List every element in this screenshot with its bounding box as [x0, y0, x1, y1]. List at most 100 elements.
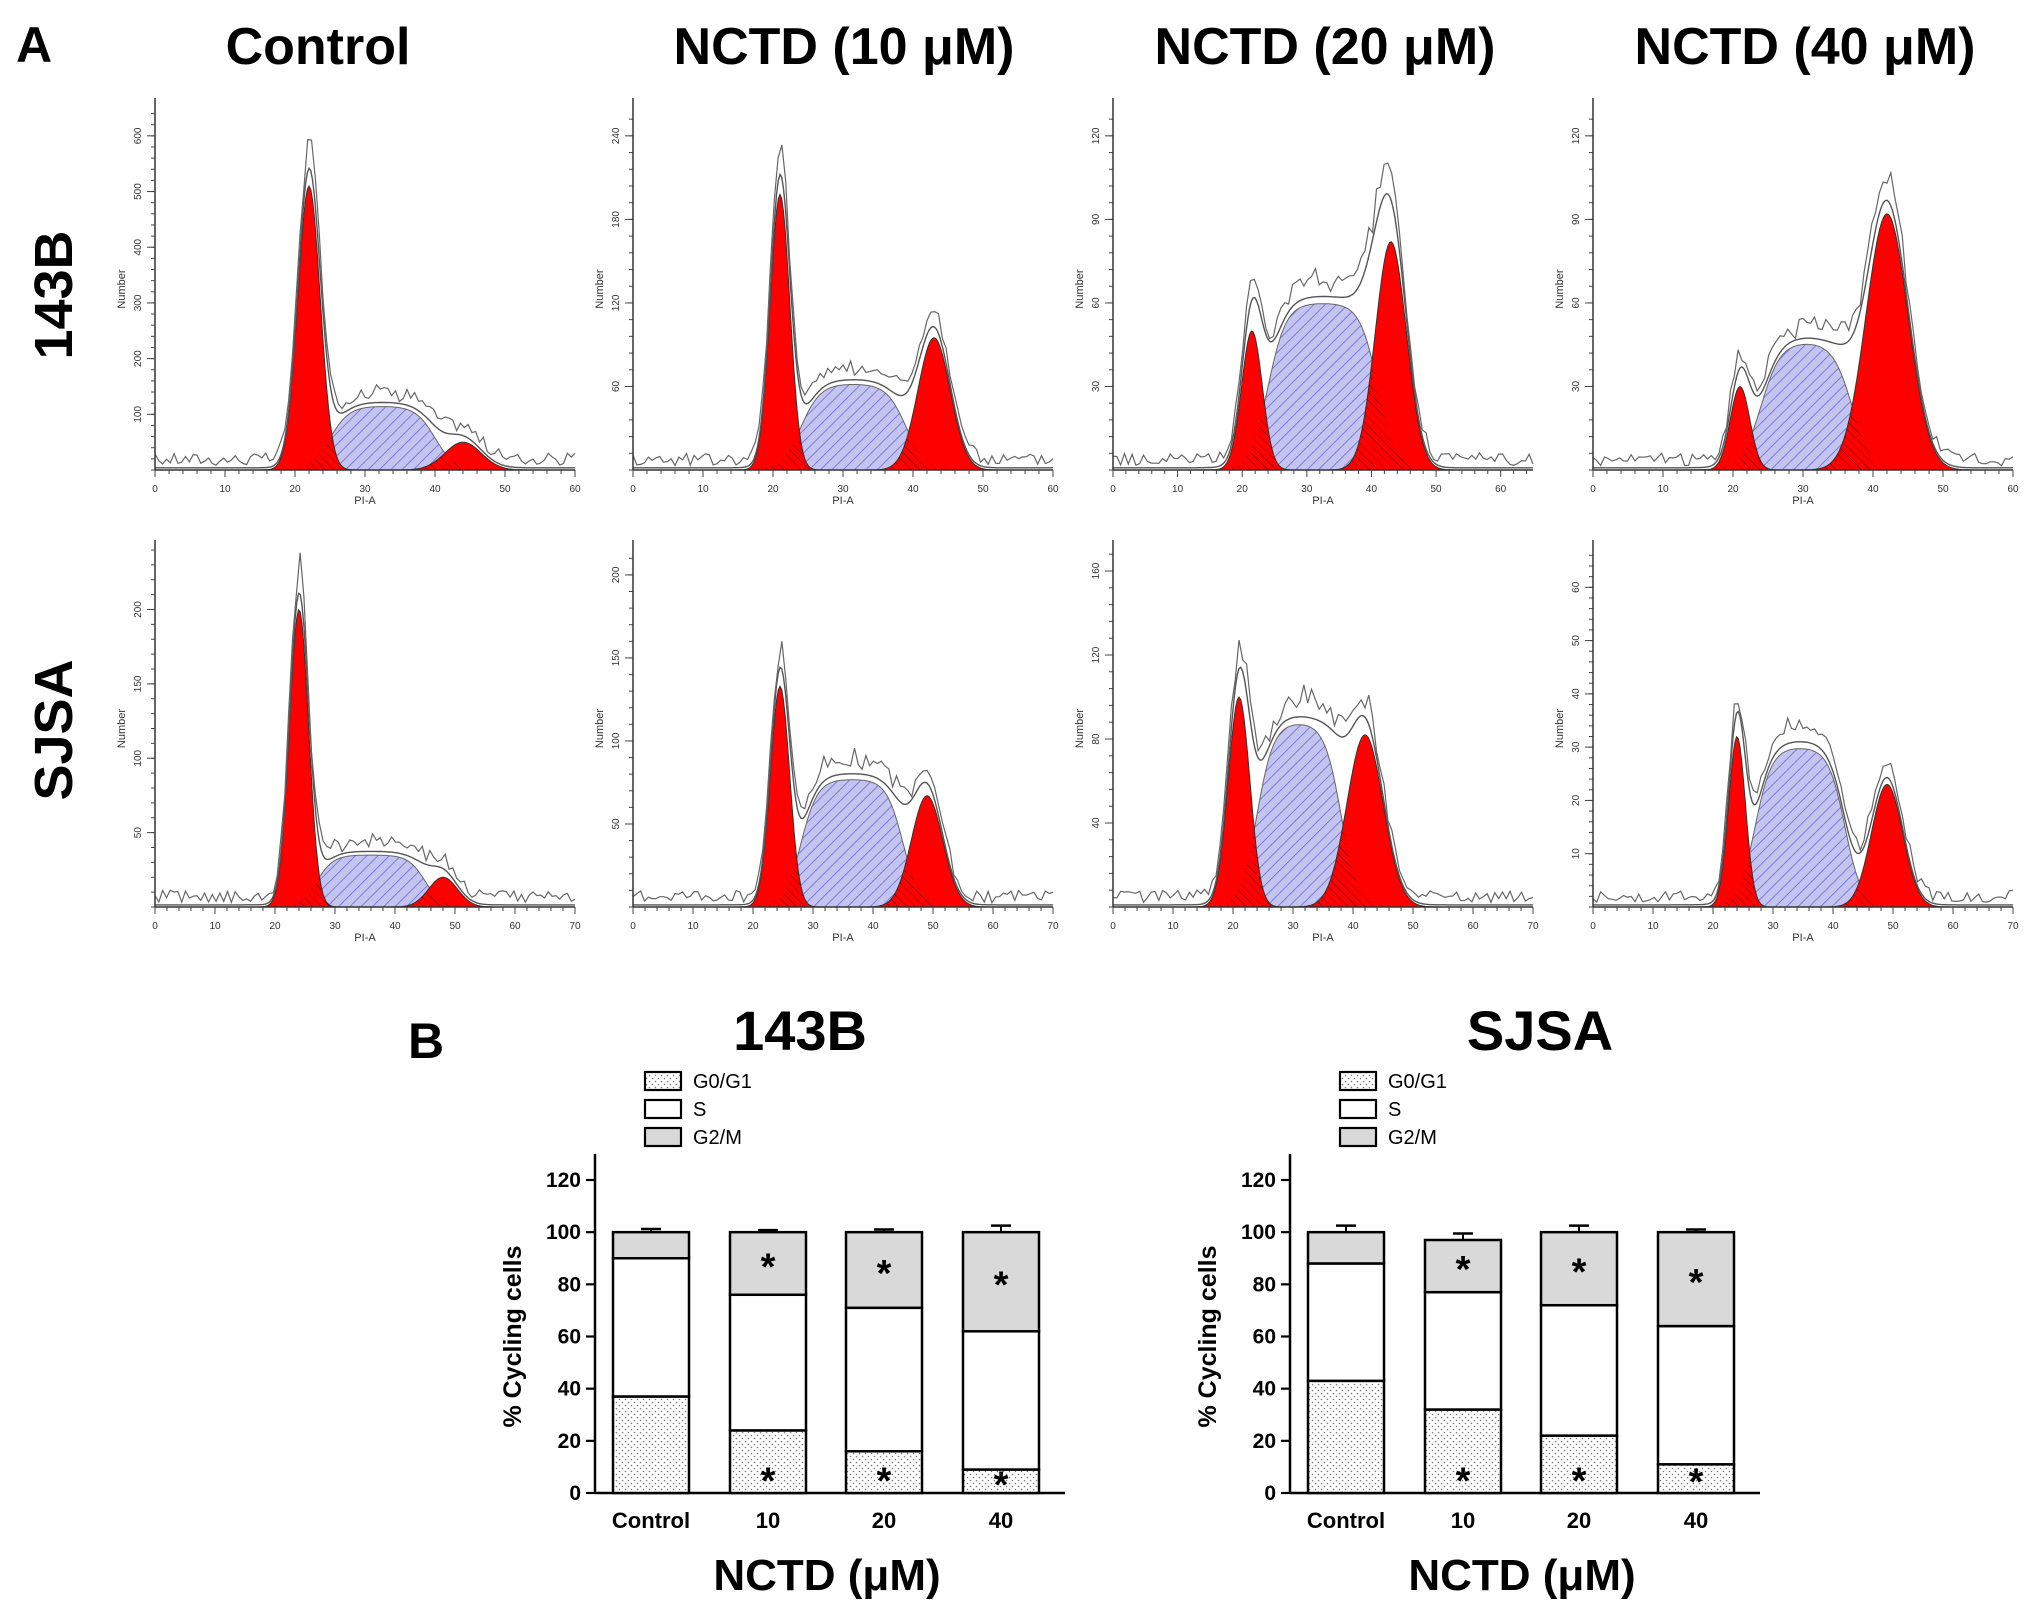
significance-star-g0g1: * [1456, 1460, 1471, 1502]
x-axis-label: PI-A [1792, 932, 1814, 944]
bar-segment-s [1656, 1324, 1736, 1466]
x-tick-label: 50 [1937, 484, 1949, 495]
bar-segment-g0g1 [611, 1395, 691, 1495]
x-tick-label: 20 [1567, 1508, 1591, 1533]
fit-trace [155, 166, 575, 469]
x-tick-label: 40 [429, 484, 441, 495]
fit-trace [1113, 666, 1533, 906]
bar-segment-s [844, 1306, 924, 1453]
bar-segment-s [611, 1257, 691, 1398]
s-phase-area [1113, 303, 1533, 471]
legend-label: G2/M [693, 1127, 742, 1149]
x-tick-label: 40 [389, 921, 401, 932]
x-tick-label: 30 [1301, 484, 1313, 495]
x-tick-label: 50 [449, 921, 461, 932]
x-tick-label: 70 [2007, 921, 2019, 932]
bar-segment-g2m [961, 1230, 1041, 1333]
y-axis-label: Number [1554, 269, 1566, 308]
x-tick-label: 60 [1495, 484, 1507, 495]
y-tick-label: 10 [1571, 848, 1582, 860]
y-tick-label: 80 [1091, 733, 1102, 745]
x-tick-label: Control [1307, 1508, 1385, 1533]
y-axis-label: Number [1074, 709, 1086, 748]
bar-segment-s [1539, 1303, 1619, 1437]
x-axis-label: PI-A [354, 495, 376, 507]
x-tick-label: 10 [1647, 921, 1659, 932]
y-tick-label: 200 [133, 350, 144, 367]
y-tick-label: 600 [133, 127, 144, 144]
x-axis-label: NCTD (μM) [713, 1551, 940, 1600]
y-tick-label: 50 [611, 818, 622, 830]
legend-label: S [1388, 1099, 1401, 1121]
fit-trace [1593, 199, 2013, 469]
x-axis-label: PI-A [1312, 495, 1334, 507]
x-tick-label: 10 [687, 921, 699, 932]
bar-chart-title: SJSA [1467, 999, 1613, 1062]
histogram-sjsa-0: 0 10 20 30 40 50 60 70 50 100 150 200 PI-A Number [116, 540, 581, 944]
histogram-sjsa-1: 0 10 20 30 40 50 60 70 50 100 150 200 PI-A Number [594, 540, 1059, 944]
x-tick-label: 50 [1407, 921, 1419, 932]
fit-trace [1113, 193, 1533, 469]
y-tick-label: 180 [611, 211, 622, 228]
x-tick-label: 40 [989, 1508, 1013, 1533]
s-phase-area [1113, 724, 1533, 908]
s-phase-area [1593, 748, 2013, 908]
y-tick-label: 90 [1571, 213, 1582, 225]
x-tick-label: 70 [1527, 921, 1539, 932]
x-tick-label: 20 [1237, 484, 1249, 495]
x-axis-label: PI-A [832, 932, 854, 944]
y-tick-label: 200 [611, 566, 622, 583]
x-tick-label: 0 [630, 484, 636, 495]
x-axis-label: PI-A [354, 932, 376, 944]
bar-segment-g0g1 [1423, 1408, 1503, 1495]
x-tick-label: 10 [1172, 484, 1184, 495]
y-tick-label: 120 [1571, 127, 1582, 144]
y-tick-label: 60 [1571, 581, 1582, 593]
x-tick-label: 50 [927, 921, 939, 932]
y-tick-label: 200 [133, 601, 144, 618]
panel-a-label: A [16, 17, 52, 73]
y-tick-label: 60 [611, 380, 622, 392]
x-tick-label: 40 [1347, 921, 1359, 932]
y-tick-label: 40 [1571, 688, 1582, 700]
x-tick-label: 0 [152, 484, 158, 495]
y-tick-label: 0 [1264, 1482, 1276, 1505]
x-tick-label: 10 [697, 484, 709, 495]
row-label-sjsa: SJSA [24, 659, 84, 800]
fit-trace [1593, 710, 2013, 906]
histogram-grid: 0 10 20 30 40 50 60100200300400500600PI-ANumbe… [116, 98, 2019, 944]
significance-star-g2m: * [994, 1265, 1009, 1307]
significance-star-g2m: * [1689, 1262, 1704, 1304]
x-tick-label: 70 [1047, 921, 1059, 932]
y-tick-label: 80 [1253, 1273, 1276, 1296]
x-tick-label: 60 [1467, 921, 1479, 932]
raw-trace [1592, 170, 2014, 467]
x-tick-label: 30 [1767, 921, 1779, 932]
x-tick-label: 40 [1684, 1508, 1708, 1533]
y-axis-label: Number [594, 709, 606, 748]
y-tick-label: 60 [558, 1326, 581, 1349]
row-label-143b: 143B [24, 230, 84, 359]
raw-trace [1112, 162, 1534, 467]
x-tick-label: 50 [1431, 484, 1443, 495]
x-tick-label: 50 [1887, 921, 1899, 932]
legend-label: G0/G1 [693, 1071, 752, 1093]
x-tick-label: Control [612, 1508, 690, 1533]
legend-swatch-s [643, 1098, 683, 1120]
y-tick-label: 100 [1241, 1221, 1276, 1244]
y-tick-label: 20 [558, 1430, 581, 1453]
y-tick-label: 120 [1091, 646, 1102, 663]
significance-star-g0g1: * [1572, 1460, 1587, 1502]
x-tick-label: 50 [977, 484, 989, 495]
y-axis-label: % Cycling cells [499, 1245, 527, 1427]
x-tick-label: 10 [756, 1508, 780, 1533]
histogram-sjsa-2: 0 10 20 30 40 50 60 70 40 80 120 160 PI-A Number [1074, 540, 1539, 944]
y-tick-label: 80 [558, 1273, 581, 1296]
significance-star-g0g1: * [994, 1464, 1009, 1506]
significance-star-g2m: * [761, 1246, 776, 1288]
x-tick-label: 0 [152, 921, 158, 932]
y-tick-label: 60 [1571, 297, 1582, 309]
bar-segment-g2m [1539, 1230, 1619, 1307]
y-tick-label: 100 [611, 732, 622, 749]
